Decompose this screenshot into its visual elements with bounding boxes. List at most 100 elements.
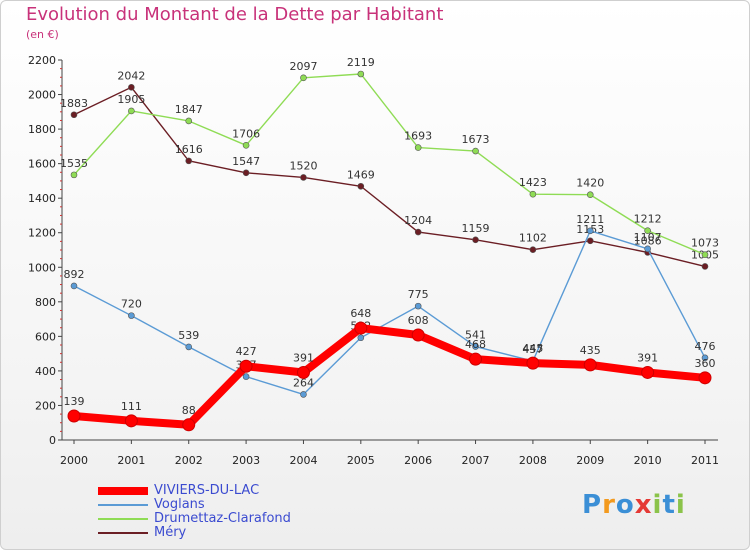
data-point-voglans xyxy=(414,302,422,310)
data-point-voglans xyxy=(357,334,365,342)
data-point-viviers-du-lac xyxy=(583,358,597,372)
y-tick-label: 1000 xyxy=(28,261,56,274)
logo-letter: i xyxy=(652,490,663,520)
data-point-voglans xyxy=(644,245,651,253)
x-tick-label: 2003 xyxy=(232,454,260,467)
data-label-viviers-du-lac: 445 xyxy=(522,342,543,355)
series-line-viviers-du-lac xyxy=(70,324,709,429)
logo-letter: P xyxy=(582,490,603,520)
data-point-viviers-du-lac xyxy=(182,418,196,432)
data-point-drumettaz-clarafond xyxy=(586,191,594,199)
data-label-viviers-du-lac: 88 xyxy=(182,404,196,417)
data-point-m-ry xyxy=(300,174,307,181)
data-point-viviers-du-lac xyxy=(124,414,138,428)
data-point-voglans xyxy=(242,373,250,380)
data-point-drumettaz-clarafond xyxy=(185,117,193,125)
data-label-drumettaz-clarafond: 1212 xyxy=(634,213,662,226)
data-label-viviers-du-lac: 608 xyxy=(408,314,429,327)
data-point-drumettaz-clarafond xyxy=(300,74,307,82)
data-label-viviers-du-lac: 391 xyxy=(293,351,314,364)
data-point-viviers-du-lac xyxy=(526,356,540,370)
series-line-drumettaz-clarafond xyxy=(73,73,706,256)
chart-title: Evolution du Montant de la Dette par Hab… xyxy=(26,4,444,25)
data-label-drumettaz-clarafond: 1423 xyxy=(519,176,547,189)
y-tick-label: 200 xyxy=(35,399,56,412)
data-label-m-ry: 1204 xyxy=(404,214,432,227)
data-label-drumettaz-clarafond: 1847 xyxy=(175,103,203,116)
data-point-m-ry xyxy=(414,228,422,236)
data-label-voglans: 541 xyxy=(465,329,486,342)
data-point-voglans xyxy=(185,343,193,351)
chart-subtitle: (en €) xyxy=(26,28,59,41)
data-label-viviers-du-lac: 648 xyxy=(350,307,371,320)
data-point-voglans xyxy=(300,391,307,398)
data-point-m-ry xyxy=(70,111,78,119)
data-label-drumettaz-clarafond: 2097 xyxy=(289,60,317,73)
data-label-voglans: 264 xyxy=(293,376,314,389)
data-point-drumettaz-clarafond xyxy=(472,147,479,155)
data-label-drumettaz-clarafond: 2119 xyxy=(347,56,375,69)
data-label-viviers-du-lac: 391 xyxy=(637,351,658,364)
data-point-drumettaz-clarafond xyxy=(357,70,365,78)
data-point-m-ry xyxy=(586,237,594,245)
legend-label-mery: Méry xyxy=(154,525,187,540)
data-point-drumettaz-clarafond xyxy=(70,171,78,179)
legend-swatch-voglans xyxy=(98,504,148,506)
x-tick-label: 2002 xyxy=(175,454,203,467)
data-point-viviers-du-lac xyxy=(411,328,425,342)
data-label-viviers-du-lac: 111 xyxy=(121,400,142,413)
series-line-m-ry xyxy=(73,86,706,268)
data-point-viviers-du-lac xyxy=(354,321,368,335)
logo-letter: i xyxy=(675,490,686,520)
legend-swatch-drumettaz xyxy=(98,518,148,520)
data-point-voglans xyxy=(70,282,78,290)
data-label-m-ry: 1469 xyxy=(347,168,375,181)
data-label-m-ry: 1883 xyxy=(60,97,88,110)
x-tick-label: 2000 xyxy=(60,454,88,467)
data-label-drumettaz-clarafond: 1693 xyxy=(404,130,432,143)
data-label-viviers-du-lac: 435 xyxy=(580,344,601,357)
x-tick-label: 2011 xyxy=(691,454,719,467)
logo-letter: x xyxy=(634,490,653,520)
data-label-drumettaz-clarafond: 1420 xyxy=(576,177,604,190)
data-point-drumettaz-clarafond xyxy=(414,144,422,151)
data-label-voglans: 1211 xyxy=(576,213,604,226)
data-point-m-ry xyxy=(701,263,709,270)
data-label-voglans: 539 xyxy=(178,329,199,342)
y-tick-label: 1600 xyxy=(28,158,56,171)
y-tick-label: 400 xyxy=(35,365,56,378)
data-label-viviers-du-lac: 139 xyxy=(64,395,85,408)
legend-swatch-mery xyxy=(98,532,148,534)
legend-label-viviers: VIVIERS-DU-LAC xyxy=(154,483,260,498)
y-tick-label: 600 xyxy=(35,330,56,343)
data-point-viviers-du-lac xyxy=(469,352,483,366)
data-point-voglans xyxy=(472,343,479,350)
logo-letter: r xyxy=(602,490,616,520)
data-point-m-ry xyxy=(472,236,479,244)
data-label-voglans: 720 xyxy=(121,298,142,311)
data-point-drumettaz-clarafond xyxy=(242,142,250,149)
data-label-viviers-du-lac: 468 xyxy=(465,338,486,351)
x-tick-label: 2010 xyxy=(634,454,662,467)
y-tick-label: 800 xyxy=(35,296,56,309)
data-label-voglans: 476 xyxy=(695,340,716,353)
data-point-viviers-du-lac xyxy=(239,359,253,373)
data-point-drumettaz-clarafond xyxy=(701,251,709,258)
data-label-m-ry: 1616 xyxy=(175,143,203,156)
data-point-voglans xyxy=(586,227,594,235)
data-label-drumettaz-clarafond: 1535 xyxy=(60,157,88,170)
series-line-voglans xyxy=(73,230,706,396)
data-point-m-ry xyxy=(357,182,365,190)
data-label-m-ry: 1159 xyxy=(462,222,490,235)
legend-label-voglans: Voglans xyxy=(154,497,205,512)
data-point-voglans xyxy=(701,354,709,362)
data-point-drumettaz-clarafond xyxy=(644,227,651,234)
data-point-m-ry xyxy=(242,169,250,177)
data-label-drumettaz-clarafond: 1905 xyxy=(117,93,145,106)
x-tick-label: 2005 xyxy=(347,454,375,467)
data-label-m-ry: 1102 xyxy=(519,232,547,245)
data-label-drumettaz-clarafond: 1706 xyxy=(232,127,260,140)
y-tick-label: 2000 xyxy=(28,89,56,102)
legend-item-drumettaz: Drumettaz-Clarafond xyxy=(98,512,291,526)
